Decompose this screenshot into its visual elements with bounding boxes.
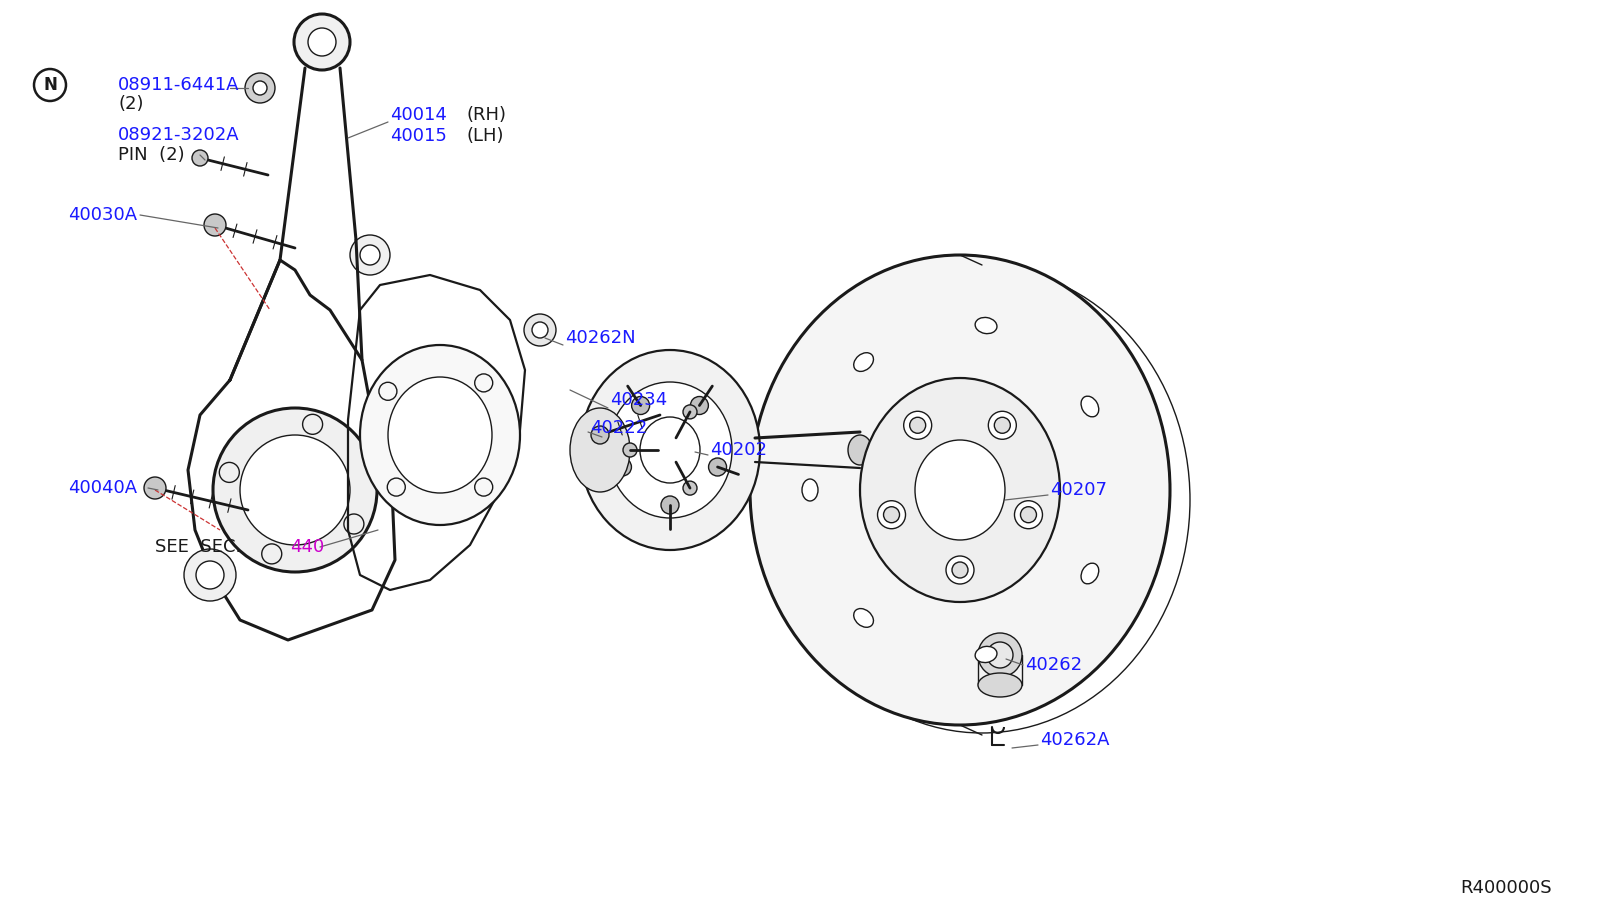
Circle shape <box>910 417 926 433</box>
Circle shape <box>904 412 931 439</box>
Circle shape <box>683 405 698 419</box>
Circle shape <box>1014 501 1043 529</box>
Text: 40014: 40014 <box>390 106 446 124</box>
Ellipse shape <box>750 255 1170 725</box>
Text: 40207: 40207 <box>1050 481 1107 499</box>
Circle shape <box>531 322 547 338</box>
Text: 08921-3202A: 08921-3202A <box>118 126 240 144</box>
Circle shape <box>994 417 1010 433</box>
Text: PIN  (2): PIN (2) <box>118 146 184 164</box>
Ellipse shape <box>579 350 760 550</box>
Circle shape <box>661 496 678 514</box>
Text: 40222: 40222 <box>590 419 648 437</box>
Circle shape <box>622 443 637 457</box>
Ellipse shape <box>974 318 997 333</box>
Circle shape <box>1021 507 1037 523</box>
Text: 40234: 40234 <box>610 391 667 409</box>
Circle shape <box>360 245 381 265</box>
Text: 40015: 40015 <box>390 127 446 145</box>
Circle shape <box>632 397 650 414</box>
Circle shape <box>877 501 906 529</box>
Ellipse shape <box>978 673 1022 697</box>
Ellipse shape <box>640 417 701 483</box>
Circle shape <box>213 408 378 572</box>
Circle shape <box>987 642 1013 668</box>
Circle shape <box>240 435 350 545</box>
Circle shape <box>34 69 66 101</box>
Ellipse shape <box>1082 396 1099 417</box>
Circle shape <box>690 397 709 414</box>
Text: (2): (2) <box>118 95 144 113</box>
Circle shape <box>525 314 557 346</box>
Text: R400000S: R400000S <box>1459 879 1552 897</box>
Circle shape <box>184 549 237 601</box>
Ellipse shape <box>915 440 1005 540</box>
Text: (RH): (RH) <box>466 106 506 124</box>
Circle shape <box>294 14 350 70</box>
Ellipse shape <box>360 345 520 525</box>
Circle shape <box>350 235 390 275</box>
Circle shape <box>590 426 610 444</box>
Text: 40262: 40262 <box>1026 656 1082 674</box>
Ellipse shape <box>608 382 733 518</box>
Circle shape <box>709 458 726 476</box>
Ellipse shape <box>861 378 1059 602</box>
Text: 40262A: 40262A <box>1040 731 1109 749</box>
Circle shape <box>613 458 632 476</box>
Text: 40040A: 40040A <box>67 479 138 497</box>
Circle shape <box>683 481 698 495</box>
Ellipse shape <box>387 377 493 493</box>
Circle shape <box>245 73 275 103</box>
Ellipse shape <box>854 609 874 627</box>
Circle shape <box>883 507 899 523</box>
Ellipse shape <box>848 435 872 465</box>
Circle shape <box>205 214 226 236</box>
Ellipse shape <box>854 353 874 371</box>
Ellipse shape <box>802 479 818 501</box>
Text: (LH): (LH) <box>466 127 504 145</box>
Text: 40202: 40202 <box>710 441 766 459</box>
Circle shape <box>253 81 267 95</box>
Text: 08911-6441A: 08911-6441A <box>118 76 240 94</box>
Circle shape <box>978 633 1022 677</box>
Circle shape <box>307 28 336 56</box>
Text: 440: 440 <box>290 538 325 556</box>
Circle shape <box>195 561 224 589</box>
Text: 40262N: 40262N <box>565 329 635 347</box>
Circle shape <box>144 477 166 499</box>
Text: 40030A: 40030A <box>67 206 138 224</box>
Circle shape <box>192 150 208 166</box>
Text: SEE  SEC.: SEE SEC. <box>155 538 242 556</box>
Ellipse shape <box>570 408 630 492</box>
Text: N: N <box>43 76 58 94</box>
Circle shape <box>989 412 1016 439</box>
Circle shape <box>952 562 968 578</box>
Ellipse shape <box>1082 563 1099 584</box>
Circle shape <box>946 556 974 584</box>
Ellipse shape <box>974 647 997 662</box>
